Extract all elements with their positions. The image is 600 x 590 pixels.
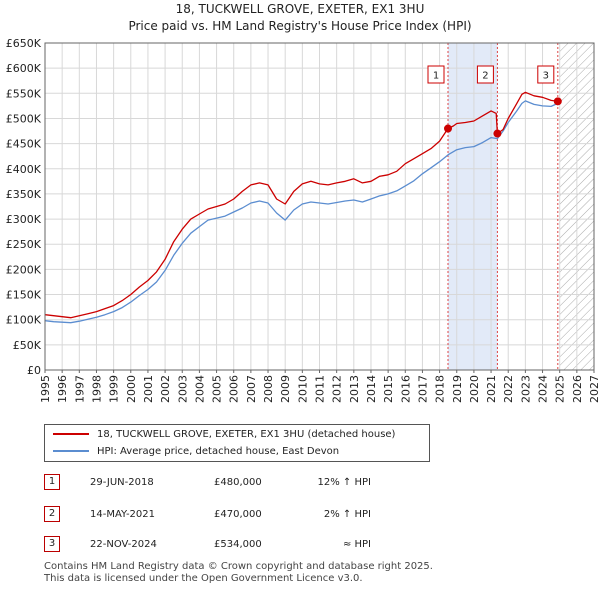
x-tick-label: 2023 — [519, 375, 532, 403]
x-tick-label: 2020 — [468, 375, 481, 403]
sale-price: £534,000 — [214, 539, 262, 550]
y-tick-label: £200K — [6, 263, 42, 276]
y-tick-label: £100K — [6, 314, 42, 327]
y-tick-label: £500K — [6, 112, 42, 125]
y-tick-label: £300K — [6, 213, 42, 226]
footer-copyright: Contains HM Land Registry data © Crown c… — [44, 561, 433, 572]
sale-label-text: 1 — [433, 71, 439, 82]
x-tick-label: 2012 — [331, 375, 344, 403]
x-tick-label: 2002 — [159, 375, 172, 403]
y-tick-label: £450K — [6, 138, 42, 151]
x-tick-label: 2006 — [228, 375, 241, 403]
x-tick-label: 1999 — [108, 375, 121, 403]
x-tick-label: 2004 — [193, 375, 206, 403]
legend-item-property: 18, TUCKWELL GROVE, EXETER, EX1 3HU (det… — [53, 427, 395, 443]
sale-label-box — [427, 65, 445, 84]
price-chart: 1 2 3 £0 £50K £100K £150K £200K £250K £300K £350K £… — [6, 37, 600, 403]
sale-row: 3 22-NOV-2024 £534,000 ≈ HPI — [44, 535, 404, 555]
y-tick-label: £50K — [13, 339, 42, 352]
x-tick-label: 1996 — [56, 375, 69, 403]
x-tick-label: 2001 — [142, 375, 155, 403]
sale-label-text: 2 — [482, 71, 488, 82]
x-tick-label: 2009 — [279, 375, 292, 403]
y-tick-label: £150K — [6, 289, 42, 302]
sale-marker-badge: 2 — [44, 506, 60, 522]
sale-label-box — [476, 65, 494, 84]
y-tick-label: £0 — [27, 364, 41, 377]
legend-blue-line-icon — [53, 450, 89, 452]
x-tick-label: 2027 — [588, 375, 600, 403]
x-tick-label: 2007 — [245, 375, 258, 403]
x-tick-label: 2016 — [399, 375, 412, 403]
x-tick-label: 2015 — [382, 375, 395, 403]
x-tick-label: 2017 — [416, 375, 429, 403]
x-tick-label: 2003 — [176, 375, 189, 403]
x-tick-label: 1998 — [90, 375, 103, 403]
x-tick-label: 2022 — [502, 375, 515, 403]
chart-legend: 18, TUCKWELL GROVE, EXETER, EX1 3HU (det… — [44, 424, 430, 462]
series-line-property — [44, 91, 561, 319]
sale-marker-badge: 3 — [44, 536, 60, 552]
x-tick-label: 2013 — [348, 375, 361, 403]
chart-title: 18, TUCKWELL GROVE, EXETER, EX1 3HU — [175, 2, 425, 16]
x-tick-label: 2025 — [554, 375, 567, 403]
sale-label-text: 3 — [543, 71, 549, 82]
legend-label-hpi: HPI: Average price, detached house, East… — [97, 446, 340, 457]
sale-marker-badge: 1 — [44, 474, 60, 490]
series-line-hpi — [44, 100, 561, 324]
x-tick-label: 2024 — [537, 375, 550, 403]
sale-row: 2 14-MAY-2021 £470,000 2% ↑ HPI — [44, 505, 404, 525]
x-tick-label: 2000 — [125, 375, 138, 403]
x-tick-label: 2010 — [296, 375, 309, 403]
x-tick-label: 2011 — [314, 375, 327, 403]
x-tick-label: 2018 — [434, 375, 447, 403]
sale-hpi-note: 12% ↑ HPI — [317, 477, 371, 488]
x-tick-label: 2014 — [365, 375, 378, 403]
sale-date: 22-NOV-2024 — [90, 539, 157, 550]
y-tick-label: £350K — [6, 188, 42, 201]
sale-date: 14-MAY-2021 — [90, 509, 156, 520]
x-tick-label: 2026 — [571, 375, 584, 403]
legend-item-hpi: HPI: Average price, detached house, East… — [53, 444, 339, 460]
x-tick-label: 1995 — [39, 375, 52, 403]
sale-point — [444, 124, 453, 133]
legend-label-property: 18, TUCKWELL GROVE, EXETER, EX1 3HU (det… — [97, 429, 396, 440]
sale-row: 1 29-JUN-2018 £480,000 12% ↑ HPI — [44, 473, 404, 493]
legend-red-line-icon — [53, 433, 89, 435]
footer-attribution: Contains HM Land Registry data © Crown c… — [44, 561, 433, 585]
sale-date: 29-JUN-2018 — [90, 477, 154, 488]
sale-period-shading — [448, 43, 498, 370]
x-tick-label: 2019 — [451, 375, 464, 403]
y-tick-label: £650K — [6, 37, 42, 50]
sale-hpi-note: ≈ HPI — [342, 539, 371, 550]
y-tick-label: £600K — [6, 62, 42, 75]
y-tick-label: £400K — [6, 163, 42, 176]
x-tick-label: 2008 — [262, 375, 275, 403]
y-tick-label: £550K — [6, 87, 42, 100]
sale-hpi-note: 2% ↑ HPI — [323, 509, 371, 520]
sale-price: £480,000 — [214, 477, 262, 488]
sale-price: £470,000 — [214, 509, 262, 520]
x-tick-label: 2005 — [211, 375, 224, 403]
footer-license: This data is licensed under the Open Gov… — [44, 573, 363, 584]
sale-point — [553, 97, 562, 106]
x-tick-label: 2021 — [485, 375, 498, 403]
sale-label-box — [537, 65, 555, 84]
x-tick-label: 1997 — [73, 375, 86, 403]
sale-point — [493, 129, 502, 138]
chart-subtitle: Price paid vs. HM Land Registry's House … — [128, 19, 472, 33]
y-tick-label: £250K — [6, 238, 42, 251]
